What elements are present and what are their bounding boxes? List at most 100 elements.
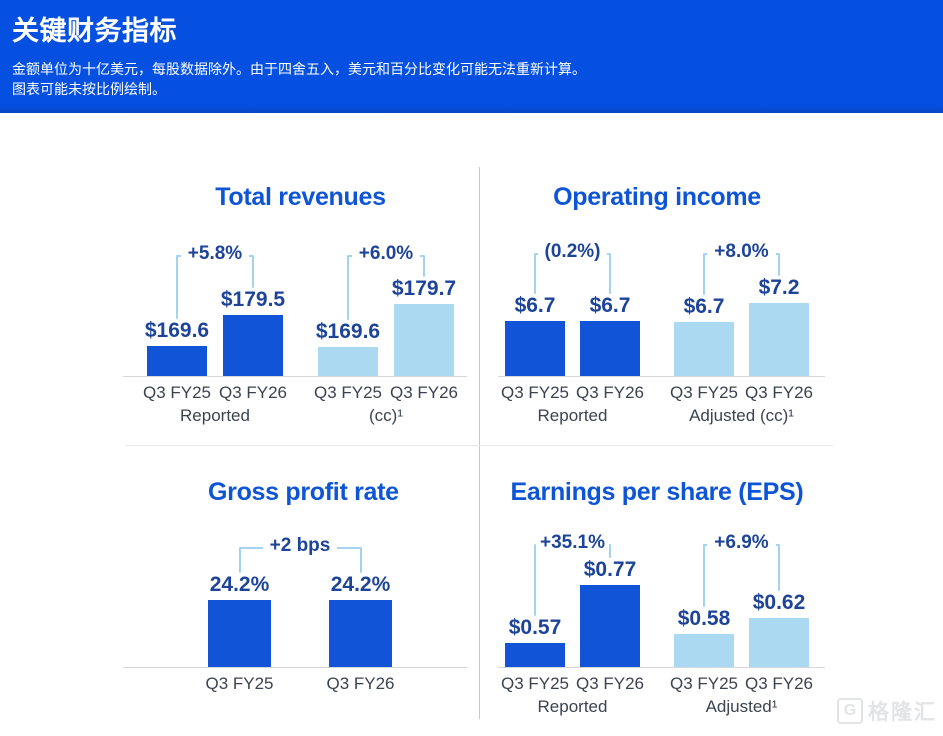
bar-group: (0.2%) $6.7 $6.7 (505, 241, 640, 376)
axis-category-label: Q3 FY25 (669, 674, 739, 693)
bar-value-label: $6.7 (589, 294, 631, 317)
axis-category-label: Q3 FY25 (313, 383, 383, 402)
chart-title-total-revenues: Total revenues (215, 183, 386, 211)
chart-title-eps: Earnings per share (EPS) (510, 478, 804, 506)
delta-label: +2 bps (208, 535, 392, 557)
axis-category-label: Q3 FY26 (744, 674, 814, 693)
axis-category-label: Q3 FY25 (500, 383, 570, 402)
bar-group: +8.0% $6.7 $7.2 (674, 241, 809, 376)
delta-bracket-drop (609, 544, 611, 558)
bar-q3-fy26 (749, 618, 809, 667)
delta-value: (0.2%) (537, 241, 608, 262)
bar-q3-fy25 (505, 321, 565, 376)
axis-category-label: Q3 FY26 (575, 674, 645, 693)
bar-value-label: $169.6 (144, 319, 210, 342)
delta-label: +5.8% (147, 243, 283, 265)
bar-value-label: $0.57 (508, 616, 562, 639)
vertical-divider (479, 167, 480, 719)
group-label: Reported (537, 697, 608, 716)
delta-label: (0.2%) (505, 241, 640, 263)
delta-bracket-drop (534, 253, 536, 294)
delta-bracket-drop (703, 544, 705, 607)
bar-group: +5.8% $169.6 $179.5 (145, 243, 285, 376)
gelonghui-watermark-text: 格隆汇 (868, 701, 937, 724)
horizontal-divider (125, 445, 833, 446)
delta-bracket-drop (534, 544, 536, 616)
chart-canvas-total-revenues: +5.8% $169.6 $179.5 Q3 FY25 Q3 FY26 Reported +… (143, 170, 458, 447)
delta-bracket-drop (176, 255, 178, 319)
bar-q3-fy25 (147, 346, 207, 376)
axis-category-label: Q3 FY26 (575, 383, 645, 402)
delta-label: +6.0% (318, 243, 454, 265)
delta-value: +5.8% (180, 243, 250, 264)
axis-category-label: Q3 FY25 (669, 383, 739, 402)
chart-operating-income: Operating income (0.2%) $6.7 $6.7 Q3 FY25 Q3… (480, 170, 940, 447)
delta-value: +6.0% (351, 243, 421, 264)
group-label: (cc)¹ (369, 406, 403, 425)
bar-q3-fy25 (318, 347, 378, 376)
delta-bracket-drop (778, 544, 780, 591)
bar-value-label: $6.7 (683, 295, 725, 318)
bar-q3-fy25 (505, 643, 565, 667)
bar-value-label: 24.2% (330, 573, 391, 596)
baseline-axis (123, 667, 467, 668)
header-subtitle-line1: 金额单位为十亿美元，每股数据除外。由于四舍五入，美元和百分比变化可能无法重新计算… (12, 61, 586, 77)
bar-q3-fy26 (580, 585, 640, 667)
delta-value: +35.1% (533, 532, 612, 553)
delta-bracket-drop (778, 253, 780, 276)
delta-bracket-drop (609, 253, 611, 294)
bar-value-label: $0.62 (752, 591, 806, 614)
bar-value-label: $7.2 (758, 276, 800, 299)
bar-q3-fy26 (223, 315, 283, 376)
axis-category-label: Q3 FY26 (218, 383, 288, 402)
group-label: Reported (180, 406, 250, 425)
delta-label: +35.1% (505, 532, 640, 554)
bar-q3-fy25 (208, 600, 271, 667)
axis-category-label: Q3 FY26 (326, 674, 395, 693)
axis-category-label: Q3 FY25 (142, 383, 212, 402)
chart-canvas-gross-profit-rate: +2 bps 24.2% 24.2% Q3 FY25 Q3 FY26 (205, 455, 395, 736)
chart-eps: Earnings per share (EPS) +35.1% $0.57 $0.7… (480, 455, 940, 736)
delta-value: +2 bps (262, 535, 338, 556)
gelonghui-logo-icon: G (837, 698, 863, 724)
bar-q3-fy26 (580, 321, 640, 376)
group-label: Reported (537, 406, 608, 425)
delta-value: +8.0% (707, 241, 776, 262)
axis-category-label: Q3 FY26 (744, 383, 814, 402)
bar-q3-fy26 (749, 303, 809, 376)
chart-title-gross-profit-rate: Gross profit rate (208, 478, 399, 506)
bar-value-label: $179.7 (391, 277, 457, 300)
bar-group: +6.9% $0.58 $0.62 (674, 532, 809, 667)
bar-group: +2 bps 24.2% 24.2% (208, 535, 392, 667)
bar-value-label: $0.58 (677, 607, 731, 630)
axis-category-label: Q3 FY25 (205, 674, 274, 693)
group-label: Adjusted (cc)¹ (689, 406, 794, 425)
bar-value-label: $179.5 (220, 288, 286, 311)
bar-value-label: $6.7 (514, 294, 556, 317)
chart-gross-profit-rate: Gross profit rate +2 bps 24.2% 24.2% Q3 FY2… (115, 455, 480, 736)
page-title: 关键财务指标 (12, 16, 177, 46)
delta-bracket-drop (252, 255, 254, 288)
bar-q3-fy25 (674, 322, 734, 376)
header-banner: 关键财务指标 金额单位为十亿美元，每股数据除外。由于四舍五入，美元和百分比变化可… (0, 0, 943, 113)
delta-bracket-drop (423, 255, 425, 277)
chart-canvas-operating-income: (0.2%) $6.7 $6.7 Q3 FY25 Q3 FY26 Reported +8.0… (501, 170, 813, 447)
bar-value-label: $0.77 (583, 558, 637, 581)
bar-value-label: $169.6 (315, 320, 381, 343)
axis-category-label: Q3 FY26 (389, 383, 459, 402)
group-label: Adjusted¹ (705, 697, 778, 716)
bar-q3-fy26 (329, 600, 392, 667)
delta-bracket-drop (238, 547, 241, 573)
delta-label: +6.9% (674, 532, 809, 554)
axis-category-label: Q3 FY25 (500, 674, 570, 693)
delta-bracket-drop (703, 253, 705, 295)
bar-q3-fy26 (394, 304, 454, 376)
chart-total-revenues: Total revenues +5.8% $169.6 $179.5 Q3 FY25 Q… (115, 170, 480, 447)
header-subtitle-line2: 图表可能未按比例绘制。 (12, 81, 166, 97)
chart-canvas-eps: +35.1% $0.57 $0.77 Q3 FY25 Q3 FY26 Reported +6… (501, 455, 813, 736)
bar-q3-fy25 (674, 634, 734, 667)
gelonghui-watermark: G 格隆汇 (837, 696, 937, 726)
bar-group: +6.0% $169.6 $179.7 (316, 243, 456, 376)
delta-label: +8.0% (674, 241, 809, 263)
